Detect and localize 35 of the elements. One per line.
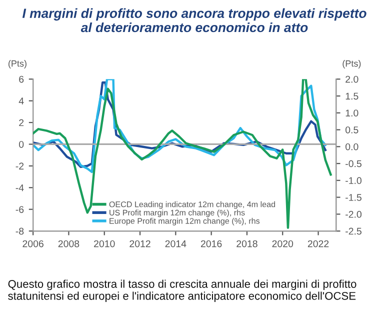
- y2-tick-label: 1.5: [346, 92, 358, 100]
- x-tick-label: 2012: [130, 240, 150, 248]
- y2-tick-label: 2.0: [346, 76, 358, 83]
- y2-tick-label: -1.0: [346, 177, 362, 184]
- y2-tick-label: 0.0: [346, 143, 358, 150]
- y-tick-label: 2: [19, 119, 24, 126]
- y-tick-label: -4: [16, 184, 24, 192]
- text: Questo grafico mostra il tasso di crescita annuale dei margini di profitto statunitensi ed europei e l'indicatore anticipatore economico dell'OCSE: [8, 280, 356, 302]
- y2-tick-label: -0.5: [346, 160, 362, 168]
- legend-label: Europe Profit margin 12m change (%), rhs: [110, 218, 260, 226]
- x-tick-label: 2020: [272, 240, 294, 248]
- x-tick-label: 2016: [200, 240, 222, 248]
- y2-axis-title: (Pts): [342, 60, 361, 68]
- chart-title: I margini di profitto sono ancora troppo elevati rispetto al deterioramento economico in atto: [22, 8, 366, 32]
- y-tick-label: 6: [19, 76, 24, 83]
- y-tick-label: -8: [16, 228, 24, 235]
- y-tick-label: 0: [19, 140, 24, 148]
- y2-tick-label: -1.5: [346, 194, 362, 201]
- legend-label: US Profit margin 12m change (%), rhs: [110, 210, 245, 218]
- y-axis-title: (Pts): [8, 60, 26, 68]
- y2-tick-label: 0.5: [346, 126, 358, 134]
- x-tick-label: 2010: [94, 240, 115, 248]
- y2-tick-label: 1.0: [346, 110, 358, 116]
- y-tick-label: -6: [16, 206, 24, 213]
- legend-label: OECD Leading indicator 12m change, 4m lead: [109, 201, 276, 209]
- x-tick-label: 2022: [308, 240, 329, 248]
- x-tick-label: 2006: [22, 240, 44, 248]
- x-tick-label: 2008: [58, 240, 80, 248]
- y2-tick-label: -2.0: [346, 210, 362, 218]
- x-tick-label: 2018: [236, 240, 258, 248]
- line-series: [33, 79, 332, 229]
- y-tick-label: -2: [16, 162, 24, 170]
- x-tick-label: 2014: [165, 240, 186, 248]
- y-tick-label: 4: [18, 98, 24, 104]
- y2-tick-label: -2.5: [346, 228, 362, 235]
